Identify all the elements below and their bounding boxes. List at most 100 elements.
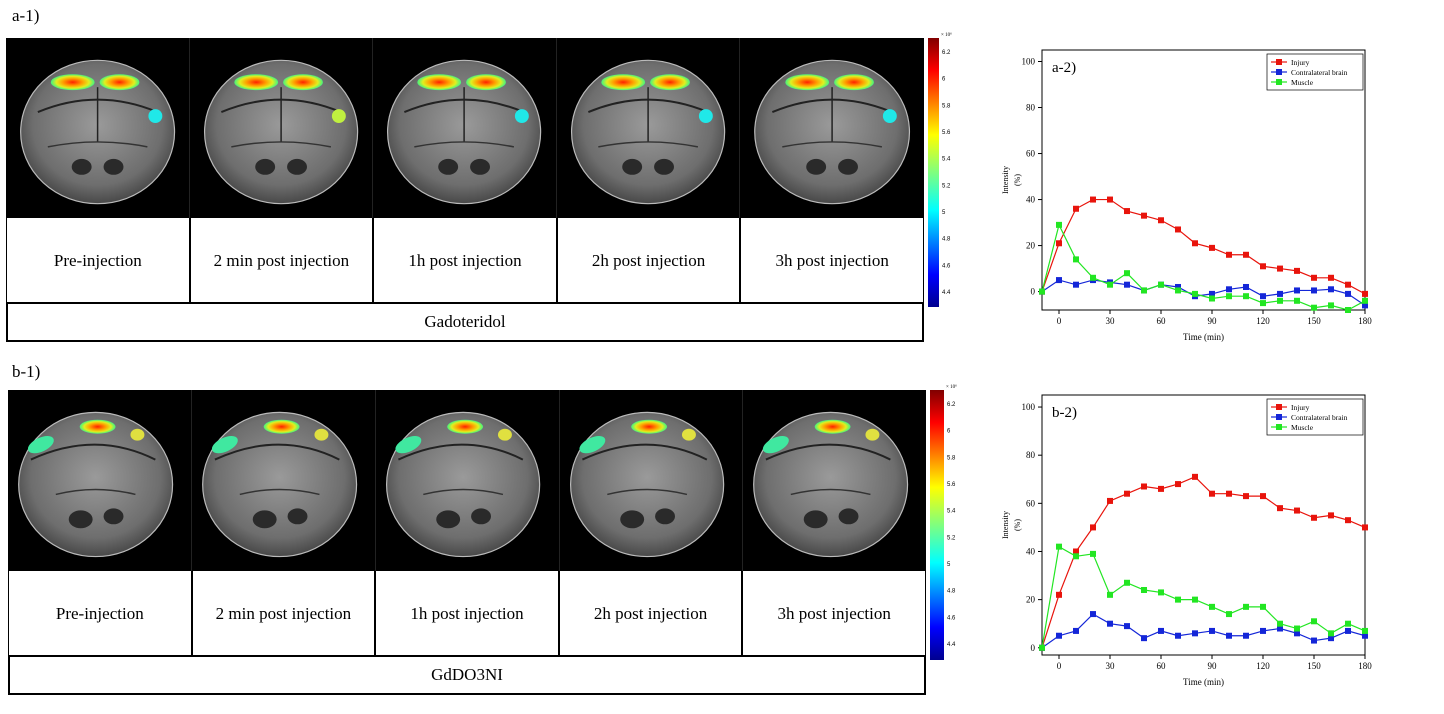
data-point xyxy=(1175,596,1181,603)
y-tick-label: 60 xyxy=(1026,498,1036,508)
data-point xyxy=(1362,302,1368,309)
x-tick-label: 60 xyxy=(1157,661,1167,671)
legend-entry: Muscle xyxy=(1291,78,1314,87)
mri-image-b-1h xyxy=(376,390,560,571)
data-point xyxy=(1311,304,1317,311)
data-point xyxy=(1226,251,1232,258)
data-point xyxy=(1328,630,1334,637)
x-tick-label: 180 xyxy=(1358,316,1372,326)
y-axis-unit: (%) xyxy=(1013,174,1022,186)
data-point xyxy=(1311,618,1317,625)
legend-marker xyxy=(1276,79,1282,85)
data-point xyxy=(1056,221,1062,228)
caption-2h: 2h post injection xyxy=(560,571,744,656)
colorbar-tick-label: 6 xyxy=(942,77,946,83)
colorbar-a: × 10⁶ 6.2 6 5.8 5.6 5.4 5.2 5 4.8 4.6 4.4 xyxy=(928,30,978,310)
data-point xyxy=(1294,507,1300,514)
colorbar-tick-label: 5.8 xyxy=(947,455,956,461)
colorbar-tick-label: 4.6 xyxy=(942,263,951,269)
panel-label-b1: b-1) xyxy=(12,362,41,381)
data-point xyxy=(1294,625,1300,632)
y-tick-label: 20 xyxy=(1026,595,1036,605)
data-point xyxy=(1073,548,1079,555)
y-tick-label: 100 xyxy=(1022,402,1036,412)
data-point xyxy=(1107,281,1113,288)
plot-frame xyxy=(1041,49,1366,311)
legend-entry: Injury xyxy=(1291,403,1310,412)
data-point xyxy=(1175,226,1181,233)
data-point xyxy=(1158,627,1164,634)
caption-row-a: Pre-injection 2 min post injection 1h po… xyxy=(6,218,924,304)
data-point xyxy=(1294,297,1300,304)
data-point xyxy=(1107,196,1113,203)
x-tick-label: 60 xyxy=(1157,316,1167,326)
data-point xyxy=(1073,627,1079,634)
data-point xyxy=(1345,620,1351,627)
data-point xyxy=(1294,630,1300,637)
mri-image-a-2min xyxy=(190,38,374,218)
colorbar-tick-label: 5.6 xyxy=(947,482,956,488)
legend-marker xyxy=(1276,414,1282,420)
x-axis-label: Time (min) xyxy=(1183,677,1224,687)
y-axis-label: Intensity xyxy=(1001,166,1010,194)
data-point xyxy=(1345,281,1351,288)
data-point xyxy=(1141,287,1147,294)
colorbar-tick-label: 5.4 xyxy=(947,509,956,515)
data-point xyxy=(1141,587,1147,593)
data-point xyxy=(1260,293,1266,300)
caption-2min: 2 min post injection xyxy=(193,571,377,656)
data-point xyxy=(1192,473,1198,480)
data-point xyxy=(1158,281,1164,288)
data-point xyxy=(1209,295,1215,302)
legend-entry: Contralateral brain xyxy=(1291,68,1348,77)
mri-image-b-2h xyxy=(559,390,743,571)
data-point xyxy=(1328,274,1334,281)
colorbar-tick-label: 4.8 xyxy=(947,589,956,595)
colorbar-ticks-b: 6.2 6 5.8 5.6 5.4 5.2 5 4.8 4.6 4.4 xyxy=(947,402,956,648)
data-point xyxy=(1243,493,1249,500)
agent-label-b: GdDO3NI xyxy=(8,655,926,695)
colorbar-tick-label: 4.4 xyxy=(942,290,951,296)
caption-row-b: Pre-injection 2 min post injection 1h po… xyxy=(8,571,926,657)
data-point xyxy=(1192,290,1198,297)
data-point xyxy=(1226,286,1232,293)
legend-entry: Contralateral brain xyxy=(1291,413,1348,422)
data-point xyxy=(1192,596,1198,603)
data-point xyxy=(1209,244,1215,251)
colorbar-multiplier-b: × 10⁶ xyxy=(946,384,957,390)
caption-2min: 2 min post injection xyxy=(191,218,375,303)
data-point xyxy=(1277,290,1283,297)
legend-marker xyxy=(1276,59,1282,65)
colorbar-tick-label: 6.2 xyxy=(942,50,951,56)
y-tick-label: 80 xyxy=(1026,450,1036,460)
data-point xyxy=(1311,514,1317,521)
chart-panel-label: b-2) xyxy=(1052,405,1077,421)
data-point xyxy=(1226,490,1232,497)
colorbar-tick-label: 5.2 xyxy=(947,535,956,541)
data-point xyxy=(1039,644,1045,651)
data-point xyxy=(1243,293,1249,300)
data-point xyxy=(1311,637,1317,644)
data-point xyxy=(1192,630,1198,637)
colorbar-tick-label: 5.4 xyxy=(942,157,951,163)
mri-image-a-2h xyxy=(556,38,740,218)
y-tick-label: 40 xyxy=(1026,546,1036,556)
data-point xyxy=(1056,632,1062,639)
chart-panel-label: a-2) xyxy=(1052,60,1076,76)
data-point xyxy=(1345,517,1351,524)
colorbar-tick-label: 4.8 xyxy=(942,237,951,243)
data-point xyxy=(1362,524,1368,531)
data-point xyxy=(1243,251,1249,258)
y-tick-label: 40 xyxy=(1026,195,1036,205)
chart-a2: a-2) 0 30 60 90 120 150 180 0 20 40 60 80 100 Time (mi… xyxy=(990,40,1390,350)
data-point xyxy=(1243,632,1249,639)
data-point xyxy=(1073,281,1079,288)
data-point xyxy=(1260,603,1266,610)
data-point xyxy=(1124,490,1130,497)
colorbar-tick-label: 6 xyxy=(947,429,951,435)
mri-image-a-3h xyxy=(739,38,924,218)
data-point xyxy=(1345,627,1351,634)
caption-pre-injection: Pre-injection xyxy=(9,571,193,656)
colorbar-tick-label: 5 xyxy=(947,562,951,568)
data-point xyxy=(1362,297,1368,304)
